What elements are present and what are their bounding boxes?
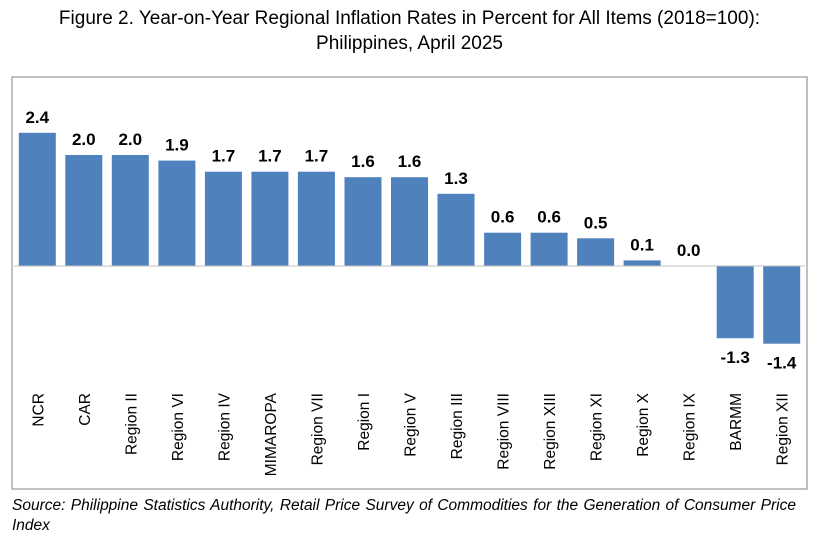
category-label: CAR [77,393,94,426]
bar-value-label: 0.6 [491,208,515,227]
bar-value-label: 2.4 [25,108,49,127]
bar [437,193,475,266]
bar-value-label: 1.6 [351,152,375,171]
bar [204,171,242,266]
category-label: Region I [356,393,373,451]
bar-value-label: 1.6 [398,152,422,171]
category-label: Region II [123,393,140,455]
category-label: Region IX [682,392,699,461]
category-label: NCR [30,393,47,427]
category-label: Region VIII [496,393,513,470]
chart-title: Figure 2. Year-on-Year Regional Inflatio… [0,6,819,56]
category-label: Region XI [589,393,606,461]
bar [530,232,568,266]
category-label: Region III [449,393,466,459]
bar-value-label: -1.3 [721,348,750,367]
bar [65,155,103,266]
bar [158,160,196,266]
bar-value-label: 1.7 [258,147,282,166]
bar [484,232,522,266]
bar [297,171,335,266]
chart-title-line-1: Figure 2. Year-on-Year Regional Inflatio… [58,8,761,29]
bar-value-label: 0.5 [584,213,608,232]
plot-area-frame [11,76,808,490]
category-label: Region X [635,392,652,456]
category-label: Region VI [170,393,187,461]
category-label: Region XII [775,393,792,465]
source-note: Source: Philippine Statistics Authority,… [12,497,796,534]
chart-title-line-2: Philippines, April 2025 [316,33,503,54]
bar [391,177,428,266]
category-label: BARMM [728,393,745,451]
bar-value-label: 1.7 [212,147,236,166]
bar-value-label: 1.3 [444,169,468,188]
bar-value-label: 2.0 [118,130,142,149]
bar-value-label: 0.1 [630,235,654,254]
bar [577,238,615,267]
bar [716,266,754,339]
bar-value-label: 0.0 [677,241,701,260]
category-label: Region VII [309,393,326,465]
bar [18,132,56,266]
bars-group [18,132,801,344]
value-labels-group: 2.4 2.0 2.0 1.9 1.7 1.7 1.7 1.6 1.6 1.3 0.6 0.6 0.5 0… [25,108,796,373]
bar-value-label: 1.9 [165,136,189,155]
bar-value-label: 1.7 [305,147,329,166]
bar [251,171,289,266]
bar-value-label: 0.6 [537,208,561,227]
bar-value-label: -1.4 [767,354,797,373]
bar-value-label: 2.0 [72,130,96,149]
category-labels-group: NCR CAR Region II Region VI Region IV MIMAROP… [30,392,791,476]
bar [111,155,149,266]
category-label: Region IV [216,392,233,461]
bar [763,266,801,344]
category-label: MIMAROPA [263,392,280,476]
bar [623,260,661,266]
bar [344,177,382,266]
category-label: Region V [403,392,420,456]
category-label: Region XIII [542,393,559,470]
